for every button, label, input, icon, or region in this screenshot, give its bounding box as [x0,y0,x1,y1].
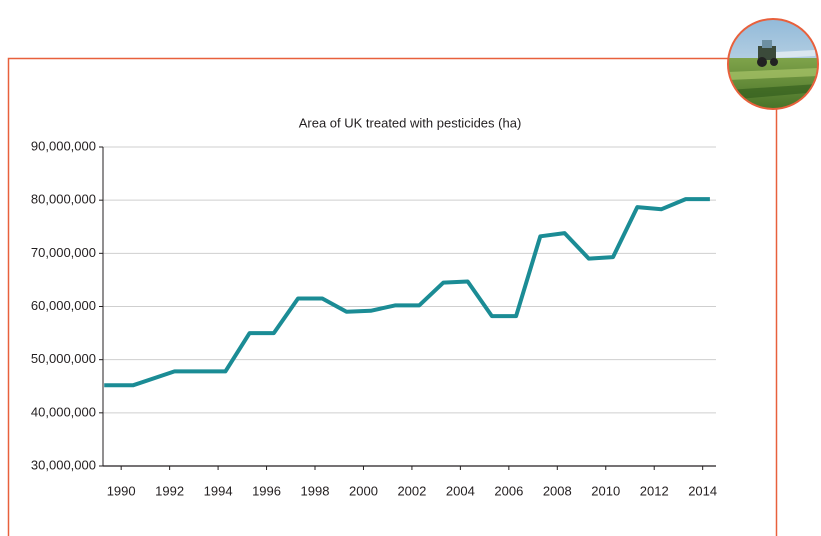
y-tick-label: 60,000,000 [31,298,96,313]
x-tick-label: 1992 [155,483,184,498]
x-tick-label: 1994 [204,483,233,498]
photo [728,19,818,109]
data-line [104,197,710,388]
x-tick-label: 2014 [688,483,717,498]
x-tick-label: 2006 [494,483,523,498]
x-tick-label: 2002 [397,483,426,498]
x-tick-label: 2010 [591,483,620,498]
photo-border [727,18,819,110]
y-tick-label: 70,000,000 [31,245,96,260]
x-tick-label: 1990 [107,483,136,498]
x-tick-label: 1996 [252,483,281,498]
chart-title: Area of UK treated with pesticides (ha) [299,115,522,130]
y-tick-label: 40,000,000 [31,404,96,419]
y-tick-label: 30,000,000 [31,457,96,472]
x-tick-label: 1998 [301,483,330,498]
x-tick-label: 2004 [446,483,475,498]
y-tick-label: 90,000,000 [31,138,96,153]
x-tick-label: 2012 [640,483,669,498]
y-tick-label: 50,000,000 [31,351,96,366]
frame [7,57,778,536]
x-tick-label: 2008 [543,483,572,498]
x-tick-label: 2000 [349,483,378,498]
y-tick-label: 80,000,000 [31,192,96,207]
